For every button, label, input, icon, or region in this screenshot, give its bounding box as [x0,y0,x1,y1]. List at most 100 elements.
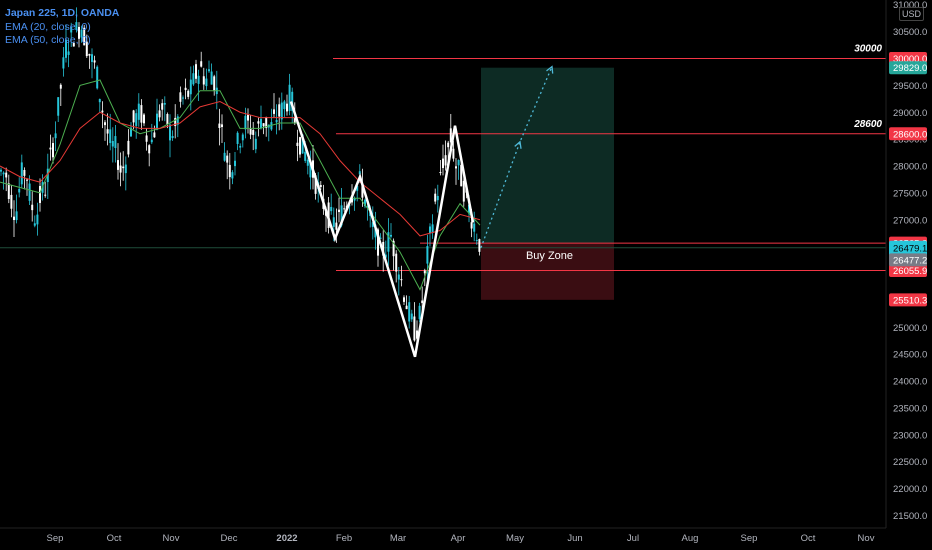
candle-body [335,222,338,230]
candle-body [83,27,86,46]
pattern-line-0[interactable] [289,101,475,358]
candle-body [400,279,403,281]
candle-body [475,240,478,242]
y-tick-label: 30500.0 [893,27,927,38]
level-tag-3[interactable] [889,264,927,277]
candle-body [2,172,5,175]
candle-body [221,124,223,128]
ema-line-1[interactable] [0,100,481,237]
candle-body [163,103,166,105]
candle-body [91,54,93,62]
legend-ema50[interactable]: EMA (50, close, 0) [5,34,91,46]
candle-body [189,79,192,95]
candle-body [156,113,158,130]
candle-body [171,135,174,139]
candle-body [166,114,169,125]
candle-body [390,234,392,237]
candle-body [343,208,346,210]
candle-body [104,122,106,126]
candle-body [65,39,67,58]
x-tick-label: Oct [107,533,122,544]
candle-body [377,229,379,256]
candle-body [257,121,260,124]
candle-body [122,166,125,169]
candle-body [145,135,148,142]
candle-body [332,217,335,227]
candle-body [249,128,252,135]
currency-button[interactable]: USD [899,7,924,21]
candle-body [67,51,70,55]
candle-body [15,211,18,221]
candle-body [13,216,15,221]
candle-body [137,103,140,120]
candle-body [293,117,296,124]
level-label-1: 28600 [853,119,882,130]
candle-body [153,132,156,138]
chart-legend: Japan 225, 1D, OANDA EMA (20, close, 0) … [5,7,119,48]
ema-line-0[interactable] [0,79,481,291]
candle-body [309,162,312,178]
y-tick-label: 23500.0 [893,403,927,414]
candle-body [195,64,197,79]
candle-body [330,206,333,212]
candle-body [57,97,60,116]
candle-body [392,240,395,257]
candle-body [0,169,2,172]
legend-symbol-title[interactable]: Japan 225, 1D, OANDA [5,7,120,19]
level-tag-1[interactable] [889,127,927,141]
candle-body [109,129,112,144]
candle-body [236,132,239,144]
level-tag-0-text: 30000.0 [893,54,927,65]
candle-body [192,73,195,85]
candle-body [176,116,179,125]
candle-body [78,26,80,39]
candle-body [31,204,34,211]
candle-body [436,195,439,201]
price-tag-3[interactable] [889,293,927,307]
candle-body [101,110,104,113]
candle-body [434,193,437,202]
candle-body [174,117,177,127]
candle-body [5,172,8,178]
candle-body [296,142,299,146]
candle-body [111,140,114,147]
candle-body [26,179,28,181]
candle-body [124,164,127,174]
candle-body [169,124,171,141]
candle-body [405,305,408,310]
candle-body [366,206,369,208]
buy-zone-label: Buy Zone [526,250,573,262]
candle-body [62,57,65,69]
candle-body [452,148,455,159]
x-tick-label: May [506,533,524,544]
candle-body [397,274,400,280]
candle-body [241,134,244,141]
x-tick-label: Mar [390,533,406,544]
candle-body [202,76,205,85]
candle-body [75,22,78,30]
y-tick-label: 24000.0 [893,377,927,388]
stop-zone[interactable] [481,243,614,300]
candle-body [431,224,434,233]
candle-body [158,110,161,118]
level-label-0: 30000 [854,44,882,55]
candle-body [421,300,424,304]
x-tick-label: Feb [336,533,352,544]
x-tick-label: Apr [451,533,466,544]
candle-body [39,186,41,203]
candle-body [444,155,447,166]
candle-body [299,137,301,155]
price-tag-2-text: 26477.2 [893,255,927,266]
candle-body [106,129,109,134]
candle-body [353,198,356,201]
price-tag-2[interactable] [889,253,927,267]
target-zone[interactable] [481,67,614,244]
legend-ema20[interactable]: EMA (20, close, 0) [5,20,91,33]
candle-body [179,92,182,102]
candle-body [283,101,286,110]
candle-body [361,184,364,198]
price-tag-3-text: 25510.3 [893,295,927,306]
price-tag-0[interactable] [889,61,927,75]
